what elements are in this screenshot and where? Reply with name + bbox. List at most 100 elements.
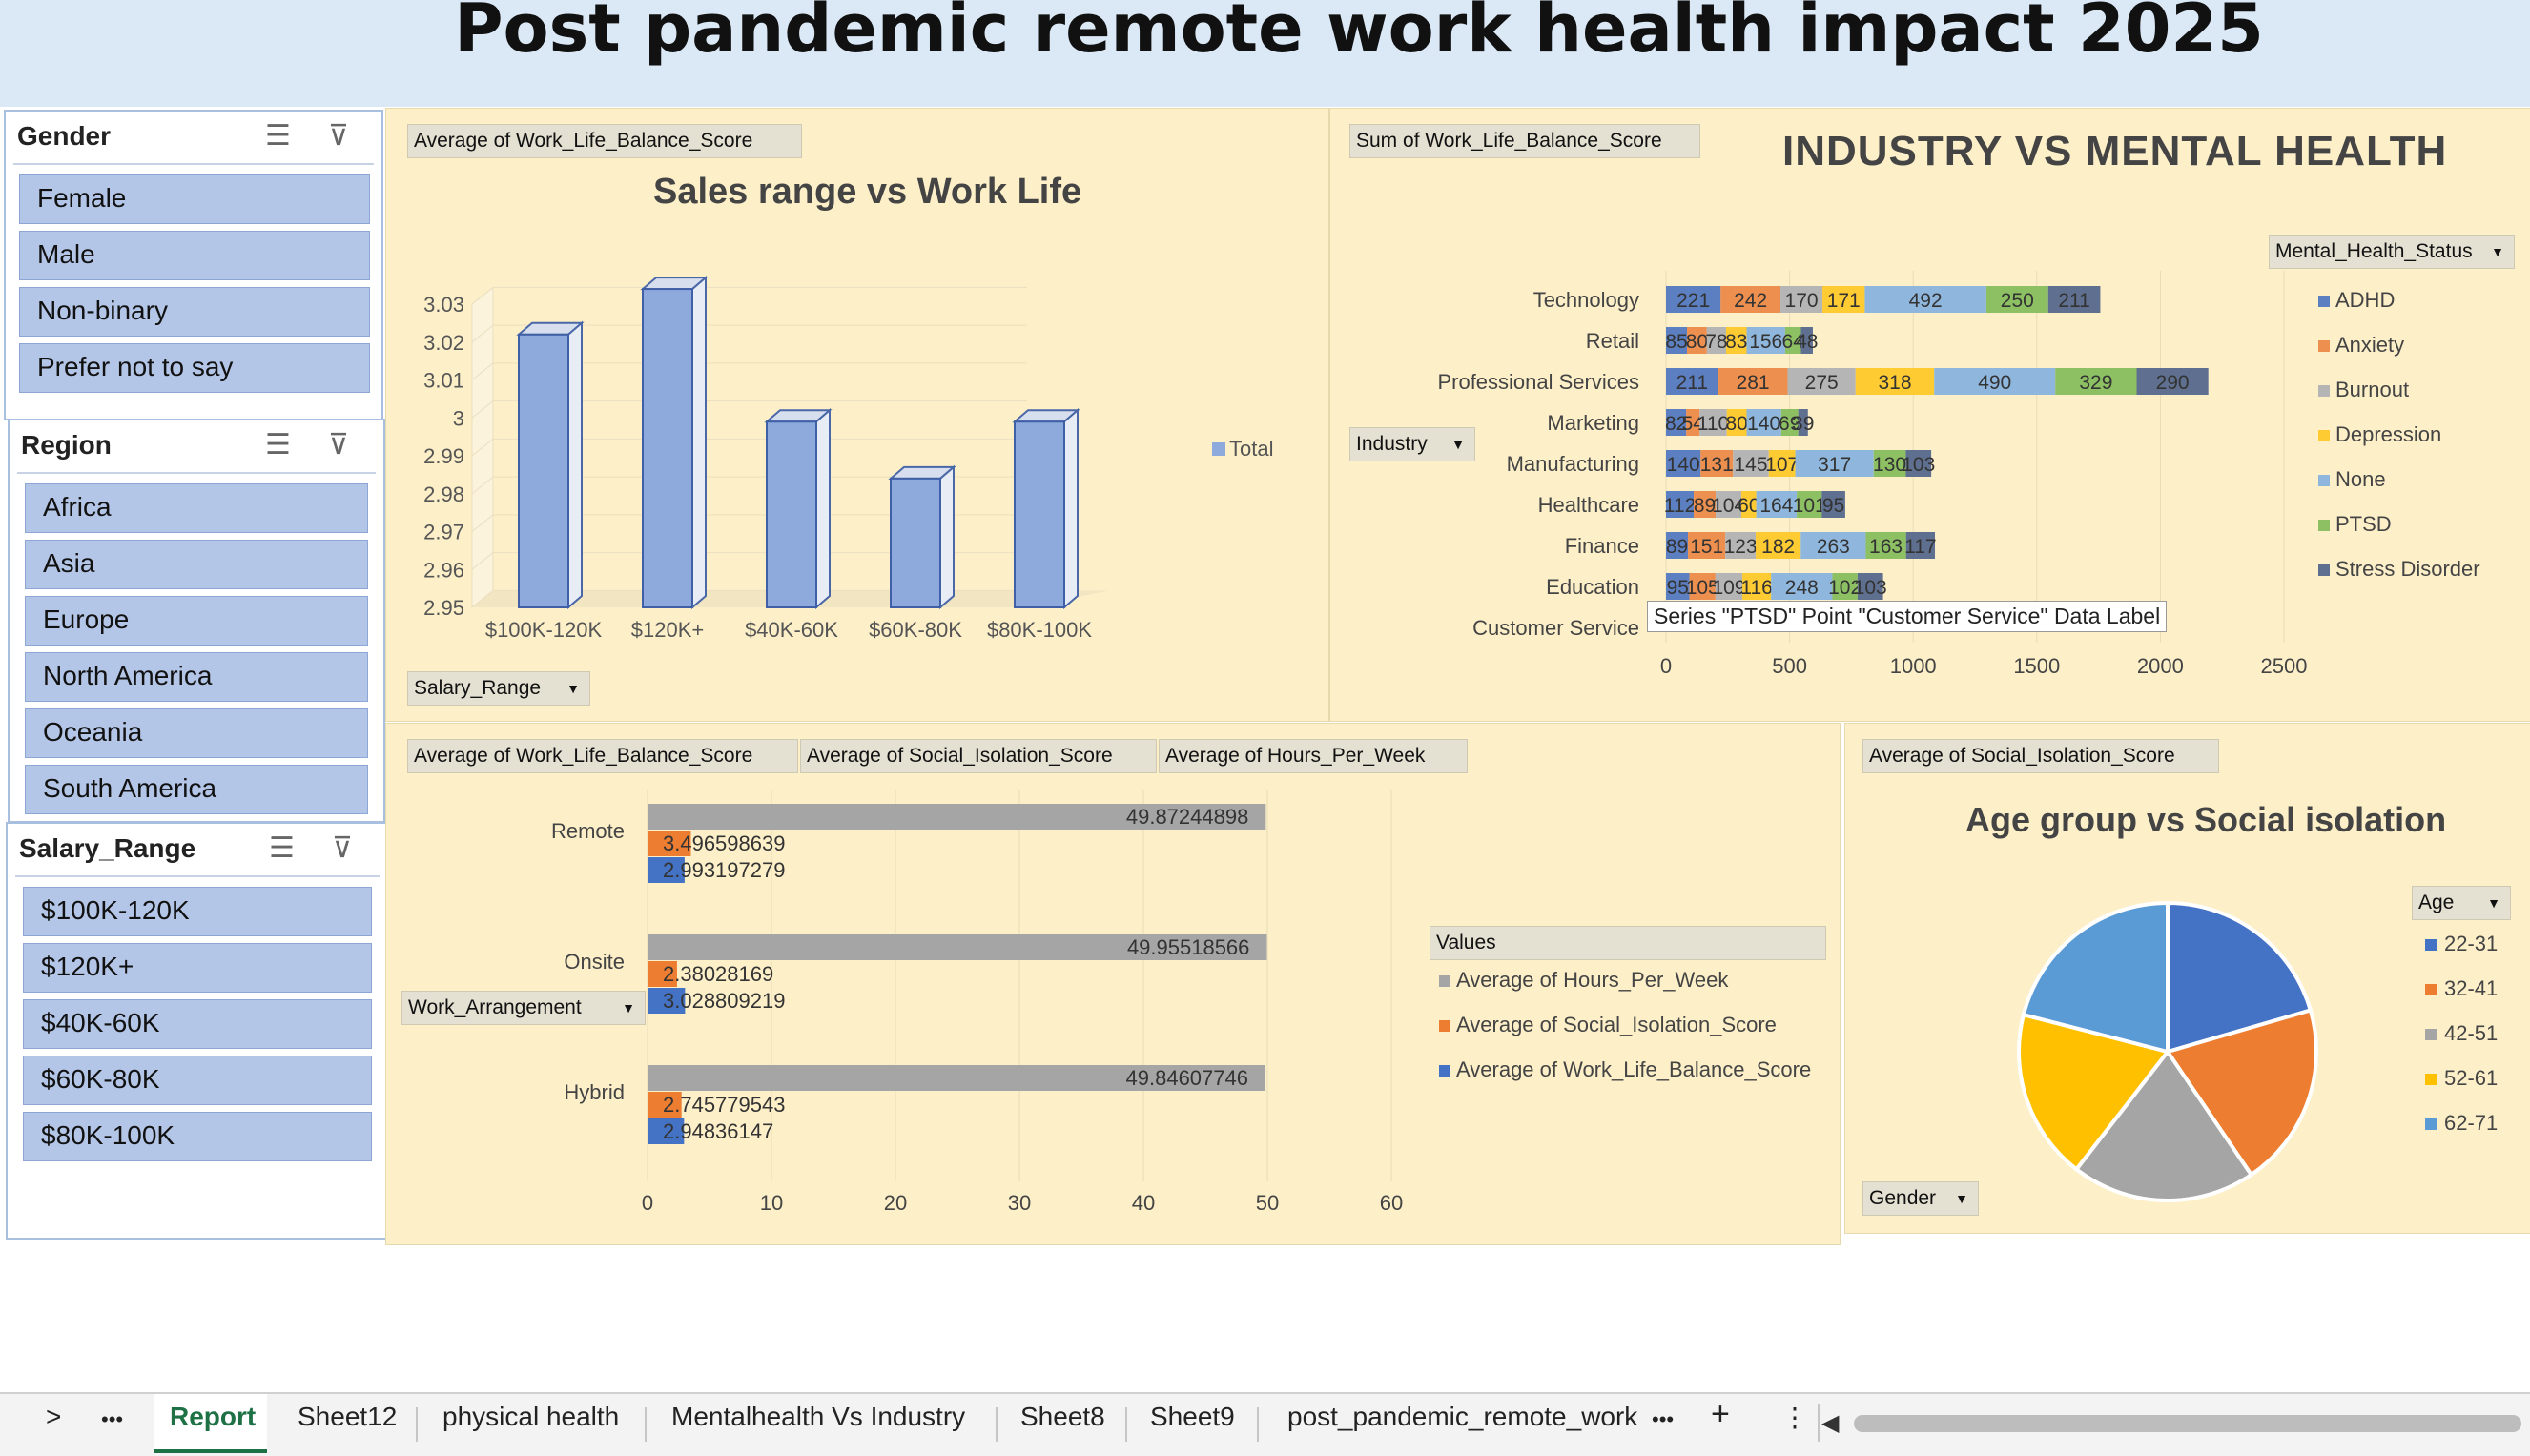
slicer-item-120k-plus[interactable]: $120K+: [23, 943, 372, 993]
stacked-segment: [1666, 491, 1695, 518]
stacked-segment: [1832, 573, 1858, 600]
multi-select-icon[interactable]: ☰: [265, 120, 291, 152]
slicer-item-60k-80k[interactable]: $60K-80K: [23, 1056, 372, 1105]
age-pie-chart-panel[interactable]: Average of Social_Isolation_Score Age gr…: [1844, 723, 2530, 1234]
data-label: 78: [1705, 331, 1727, 353]
bar: [648, 988, 686, 1014]
salary-chart-panel[interactable]: Average of Work_Life_Balance_Score Sales…: [385, 108, 1329, 722]
value-field-button-wlb[interactable]: Average of Work_Life_Balance_Score: [407, 739, 798, 773]
multi-select-icon[interactable]: ☰: [269, 832, 295, 864]
data-label: 95: [1667, 577, 1689, 599]
pie-slice: [2021, 900, 2170, 1055]
slicer-item-north-america[interactable]: North America: [25, 652, 368, 702]
add-sheet-button[interactable]: +: [1711, 1396, 1730, 1432]
tab-mentalhealth-vs-industry[interactable]: Mentalhealth Vs Industry: [671, 1402, 966, 1431]
x-tick-label: 20: [884, 1191, 907, 1215]
y-tick-label: 2.99: [423, 444, 464, 468]
tab-post-pandemic-remote-work[interactable]: post_pandemic_remote_work: [1287, 1402, 1638, 1431]
tab-more-button[interactable]: •••: [101, 1407, 124, 1431]
stacked-segment: [1666, 327, 1688, 354]
tab-sheet8[interactable]: Sheet8: [1020, 1402, 1105, 1431]
data-label: 3.496598639: [663, 831, 785, 855]
slicer-item-non-binary[interactable]: Non-binary: [19, 287, 370, 337]
tab-scroll-next-button[interactable]: >: [46, 1402, 62, 1431]
horizontal-scrollbar[interactable]: [1854, 1415, 2521, 1432]
legend-label: Total: [1229, 437, 1273, 461]
stacked-segment: [1780, 286, 1823, 313]
scroll-left-icon[interactable]: ◀: [1821, 1410, 1840, 1436]
slicer-item-africa[interactable]: Africa: [25, 483, 368, 533]
tab-physical-health[interactable]: physical health: [442, 1402, 620, 1431]
slicer-item-asia[interactable]: Asia: [25, 540, 368, 589]
gender-slicer-title: Gender: [17, 121, 112, 151]
legend-label: Anxiety: [2335, 333, 2404, 357]
legend-swatch: [2318, 430, 2330, 441]
axis-field-button[interactable]: Industry ▼: [1349, 427, 1475, 461]
data-label: 140: [1747, 413, 1780, 435]
tab-sheet12[interactable]: Sheet12: [298, 1402, 398, 1431]
stacked-segment: [1699, 409, 1727, 436]
stacked-segment: [2055, 368, 2137, 395]
tab-sheet9[interactable]: Sheet9: [1150, 1402, 1235, 1431]
stacked-segment: [1822, 286, 1865, 313]
bar: [648, 961, 677, 987]
multi-select-icon[interactable]: ☰: [265, 429, 291, 461]
stacked-segment: [1718, 368, 1788, 395]
axis-field-button[interactable]: Salary_Range ▼: [407, 671, 590, 706]
bar: [648, 1092, 682, 1118]
slicer-item-40k-60k[interactable]: $40K-60K: [23, 999, 372, 1049]
legend-label: 22-31: [2444, 932, 2498, 955]
y-gridline-side: [471, 476, 494, 495]
axis-field-button[interactable]: Work_Arrangement ▼: [401, 991, 646, 1025]
legend-field-button[interactable]: Age ▼: [2412, 886, 2511, 920]
data-label: 117: [1904, 536, 1936, 558]
clear-filter-icon[interactable]: ⊽: [332, 832, 353, 864]
data-label: 242: [1734, 290, 1767, 312]
work-arrangement-chart-panel[interactable]: Average of Work_Life_Balance_Score Avera…: [385, 723, 1841, 1245]
stacked-segment: [1800, 532, 1866, 559]
slicer-item-prefer-not-to-say[interactable]: Prefer not to say: [19, 343, 370, 393]
data-label: 104: [1712, 495, 1745, 517]
value-field-button-hours[interactable]: Average of Hours_Per_Week: [1159, 739, 1468, 773]
slicer-item-oceania[interactable]: Oceania: [25, 708, 368, 758]
data-label: 131: [1700, 454, 1734, 476]
clear-filter-icon[interactable]: ⊽: [328, 429, 349, 461]
stacked-segment: [1787, 368, 1856, 395]
slicer-item-100k-120k[interactable]: $100K-120K: [23, 887, 372, 936]
legend-label: Depression: [2335, 422, 2441, 446]
y-gridline-side: [471, 439, 494, 457]
legend-swatch: [1439, 975, 1450, 987]
data-label: 492: [1909, 290, 1943, 312]
slicer-item-male[interactable]: Male: [19, 231, 370, 280]
value-field-button[interactable]: Average of Work_Life_Balance_Score: [407, 124, 802, 158]
value-field-button[interactable]: Sum of Work_Life_Balance_Score: [1349, 124, 1700, 158]
slicer-item-south-america[interactable]: South America: [25, 765, 368, 814]
legend-field-label: Age: [2418, 892, 2455, 913]
x-tick-label: $40K-60K: [745, 618, 838, 642]
stacked-segment: [1715, 573, 1743, 600]
stacked-segment: [1688, 532, 1726, 559]
tab-overflow-button[interactable]: •••: [1652, 1407, 1675, 1431]
value-field-button-isolation[interactable]: Average of Social_Isolation_Score: [800, 739, 1157, 773]
bar: [648, 1065, 1265, 1091]
data-label: 80: [1686, 331, 1708, 353]
slicer-item-female[interactable]: Female: [19, 174, 370, 224]
value-field-button[interactable]: Average of Social_Isolation_Score: [1862, 739, 2219, 773]
slicer-item-europe[interactable]: Europe: [25, 596, 368, 646]
stacked-segment: [1746, 327, 1785, 354]
filter-field-button[interactable]: Gender ▼: [1862, 1181, 1979, 1216]
legend-field-button[interactable]: Mental_Health_Status ▼: [2269, 235, 2515, 269]
stacked-segment: [1821, 491, 1845, 518]
sheet-options-button[interactable]: ⋮: [1781, 1403, 1808, 1432]
tab-report[interactable]: Report: [170, 1402, 257, 1431]
industry-chart-panel[interactable]: Sum of Work_Life_Balance_Score INDUSTRY …: [1329, 108, 2530, 722]
data-label: 211: [2058, 290, 2089, 312]
data-label: 89: [1694, 495, 1716, 517]
stacked-segment: [1689, 573, 1716, 600]
x-tick-label: 2000: [2137, 654, 2184, 678]
slicer-item-80k-100k[interactable]: $80K-100K: [23, 1112, 372, 1161]
clear-filter-icon[interactable]: ⊽: [328, 120, 349, 152]
legend-swatch: [2425, 1074, 2437, 1085]
bar: [642, 288, 693, 608]
salary-bar-chart: 2.95 2.96 2.97 2.98 2.99 3 3.01 3.02 3.03 $100K-1…: [423, 275, 1273, 642]
